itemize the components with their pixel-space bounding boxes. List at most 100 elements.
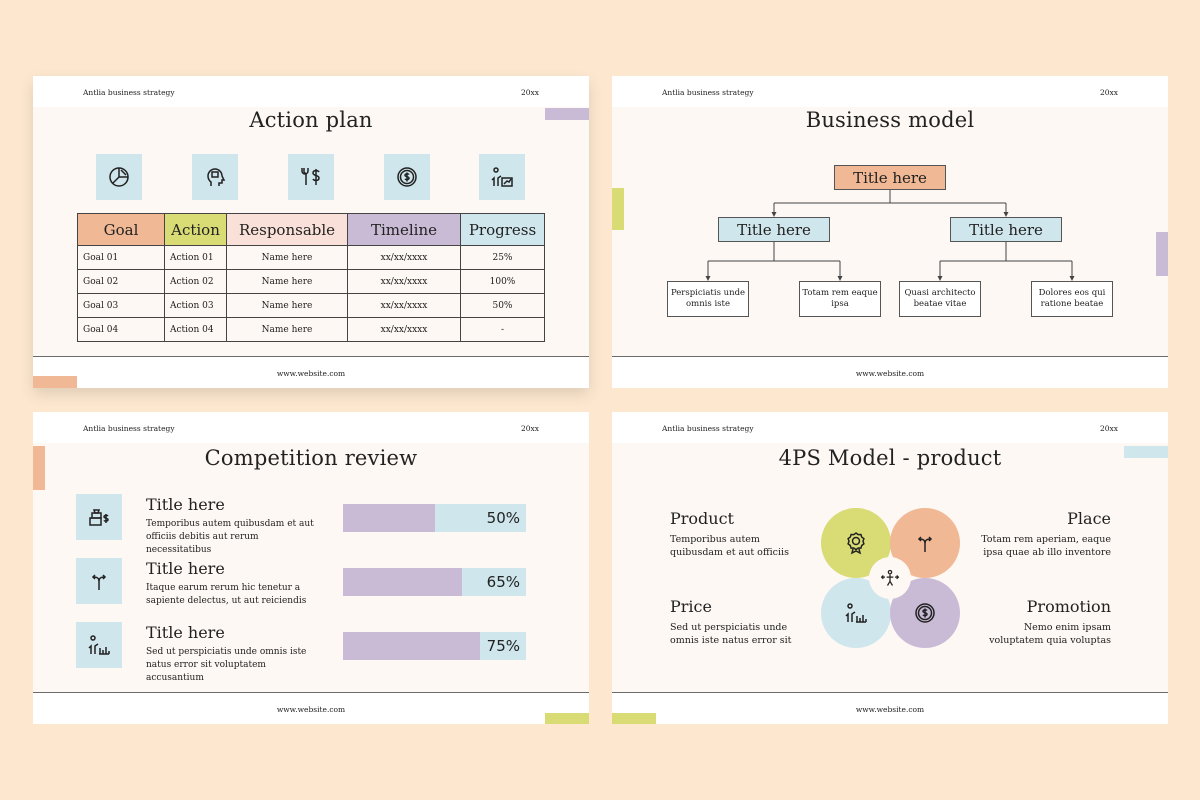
description-line: omnis iste natus error sit — [670, 635, 792, 647]
center-circle — [869, 557, 911, 599]
description-line: voluptatem quia voluptas — [989, 635, 1111, 647]
promotion-description: Nemo enim ipsam voluptatem quia voluptas — [989, 621, 1111, 648]
table-row: Goal 01 Action 01 Name here xx/xx/xxxx 2… — [77, 245, 545, 270]
direction-arrows-icon — [76, 558, 122, 604]
brand-label: Antlia business strategy — [83, 88, 175, 97]
year-label: 20xx — [520, 424, 539, 433]
table-cell: Name here — [226, 317, 348, 342]
footer-divider — [33, 356, 589, 357]
presenter-chart-icon — [76, 622, 122, 668]
slide-action-plan: Antlia business strategy 20xx Action pla… — [33, 76, 589, 388]
award-badge-icon — [847, 532, 865, 555]
org-branch-box: Title here — [718, 217, 830, 242]
slide-title: Business model — [805, 108, 975, 132]
table-cell: Action 04 — [164, 317, 227, 342]
item-description: Itaque earum rerum hic tenetur a sapient… — [146, 583, 307, 607]
description-line: quibusdam et aut officiis — [670, 547, 789, 559]
website-label: www.website.com — [855, 705, 925, 714]
decor-block — [612, 713, 656, 724]
description-line: Totam rem aperiam, eaque — [981, 534, 1111, 545]
table-row: Goal 02 Action 02 Name here xx/xx/xxxx 1… — [77, 269, 545, 294]
year-label: 20xx — [1099, 424, 1118, 433]
person-arrows-icon — [880, 569, 900, 586]
slide-footer: www.website.com — [33, 693, 589, 724]
table-cell: Goal 04 — [77, 317, 165, 342]
footer-divider — [612, 692, 1168, 693]
item-title: Title here — [146, 623, 225, 642]
year-label: 20xx — [1099, 88, 1118, 97]
footer-divider — [33, 692, 589, 693]
product-description: Temporibus autem quibusdam et aut offici… — [670, 533, 789, 560]
product-label: Product — [670, 509, 734, 528]
year-label: 20xx — [520, 88, 539, 97]
description-line: Sed ut perspiciatis unde — [670, 622, 788, 633]
column-header: Action — [164, 213, 227, 246]
description-line: Nemo enim ipsam — [1023, 622, 1111, 633]
slide-business-model: Antlia business strategy 20xx Business m… — [612, 76, 1168, 388]
table-cell: Name here — [226, 245, 348, 270]
slide-footer: www.website.com — [612, 693, 1168, 724]
decor-block — [612, 188, 624, 230]
website-label: www.website.com — [855, 369, 925, 378]
head-idea-icon — [192, 154, 238, 200]
slide-competition-review: Antlia business strategy 20xx Competitio… — [33, 412, 589, 724]
slide-header: Antlia business strategy 20xx — [33, 76, 589, 107]
slide-title: Action plan — [249, 108, 373, 132]
table-cell: Goal 03 — [77, 293, 165, 318]
decor-block — [545, 108, 589, 120]
money-stack-icon — [76, 494, 122, 540]
decor-block — [1156, 232, 1168, 276]
slide-header: Antlia business strategy 20xx — [612, 412, 1168, 443]
table-cell: xx/xx/xxxx — [347, 317, 461, 342]
progress-bar-fill — [343, 504, 435, 532]
item-description: Temporibus autem quibusdam et aut offici… — [146, 519, 314, 556]
table-cell: 25% — [460, 245, 545, 270]
tools-dollar-icon — [288, 154, 334, 200]
progress-percent: 65% — [486, 573, 520, 591]
column-header: Goal — [77, 213, 165, 246]
item-title: Title here — [146, 559, 225, 578]
table-row: Goal 04 Action 04 Name here xx/xx/xxxx - — [77, 317, 545, 342]
org-leaf-box: Dolores eos qui ratione beatae — [1031, 281, 1113, 317]
table-cell: - — [460, 317, 545, 342]
progress-percent: 50% — [486, 509, 520, 527]
brand-label: Antlia business strategy — [662, 424, 754, 433]
table-cell: Action 01 — [164, 245, 227, 270]
item-title: Title here — [146, 495, 225, 514]
coin-icon — [915, 603, 935, 623]
decor-block — [33, 376, 77, 388]
table-cell: Name here — [226, 293, 348, 318]
table-cell: Action 03 — [164, 293, 227, 318]
slide-footer: www.website.com — [612, 357, 1168, 388]
item-description: Sed ut perspiciatis unde omnis iste natu… — [146, 647, 307, 684]
column-header: Timeline — [347, 213, 461, 246]
slide-header: Antlia business strategy 20xx — [33, 412, 589, 443]
coin-icon — [384, 154, 430, 200]
org-leaf-box: Quasi architecto beatae vitae — [899, 281, 981, 317]
brand-label: Antlia business strategy — [662, 88, 754, 97]
website-label: www.website.com — [276, 369, 346, 378]
table-cell: xx/xx/xxxx — [347, 245, 461, 270]
pie-chart-icon — [96, 154, 142, 200]
progress-bar: 65% — [343, 568, 526, 596]
table-cell: Action 02 — [164, 269, 227, 294]
column-header: Responsable — [226, 213, 348, 246]
slide-header: Antlia business strategy 20xx — [612, 76, 1168, 107]
brand-label: Antlia business strategy — [83, 424, 175, 433]
table-row: Goal 03 Action 03 Name here xx/xx/xxxx 5… — [77, 293, 545, 318]
org-chart-connectors — [705, 190, 1075, 281]
org-branch-box: Title here — [950, 217, 1062, 242]
website-label: www.website.com — [276, 705, 346, 714]
action-plan-table: Goal Action Responsable Timeline Progres… — [77, 213, 545, 342]
table-cell: 50% — [460, 293, 545, 318]
decor-block — [1124, 446, 1168, 458]
org-leaf-box: Totam rem eaque ipsa — [799, 281, 881, 317]
footer-divider — [612, 356, 1168, 357]
decor-block — [33, 446, 45, 490]
table-cell: Name here — [226, 269, 348, 294]
slide-title: 4PS Model - product — [778, 446, 1002, 470]
promotion-label: Promotion — [1026, 597, 1111, 616]
slide-footer: www.website.com — [33, 357, 589, 388]
description-line: ipsa quae ab illo inventore — [983, 547, 1111, 559]
price-label: Price — [670, 597, 712, 616]
